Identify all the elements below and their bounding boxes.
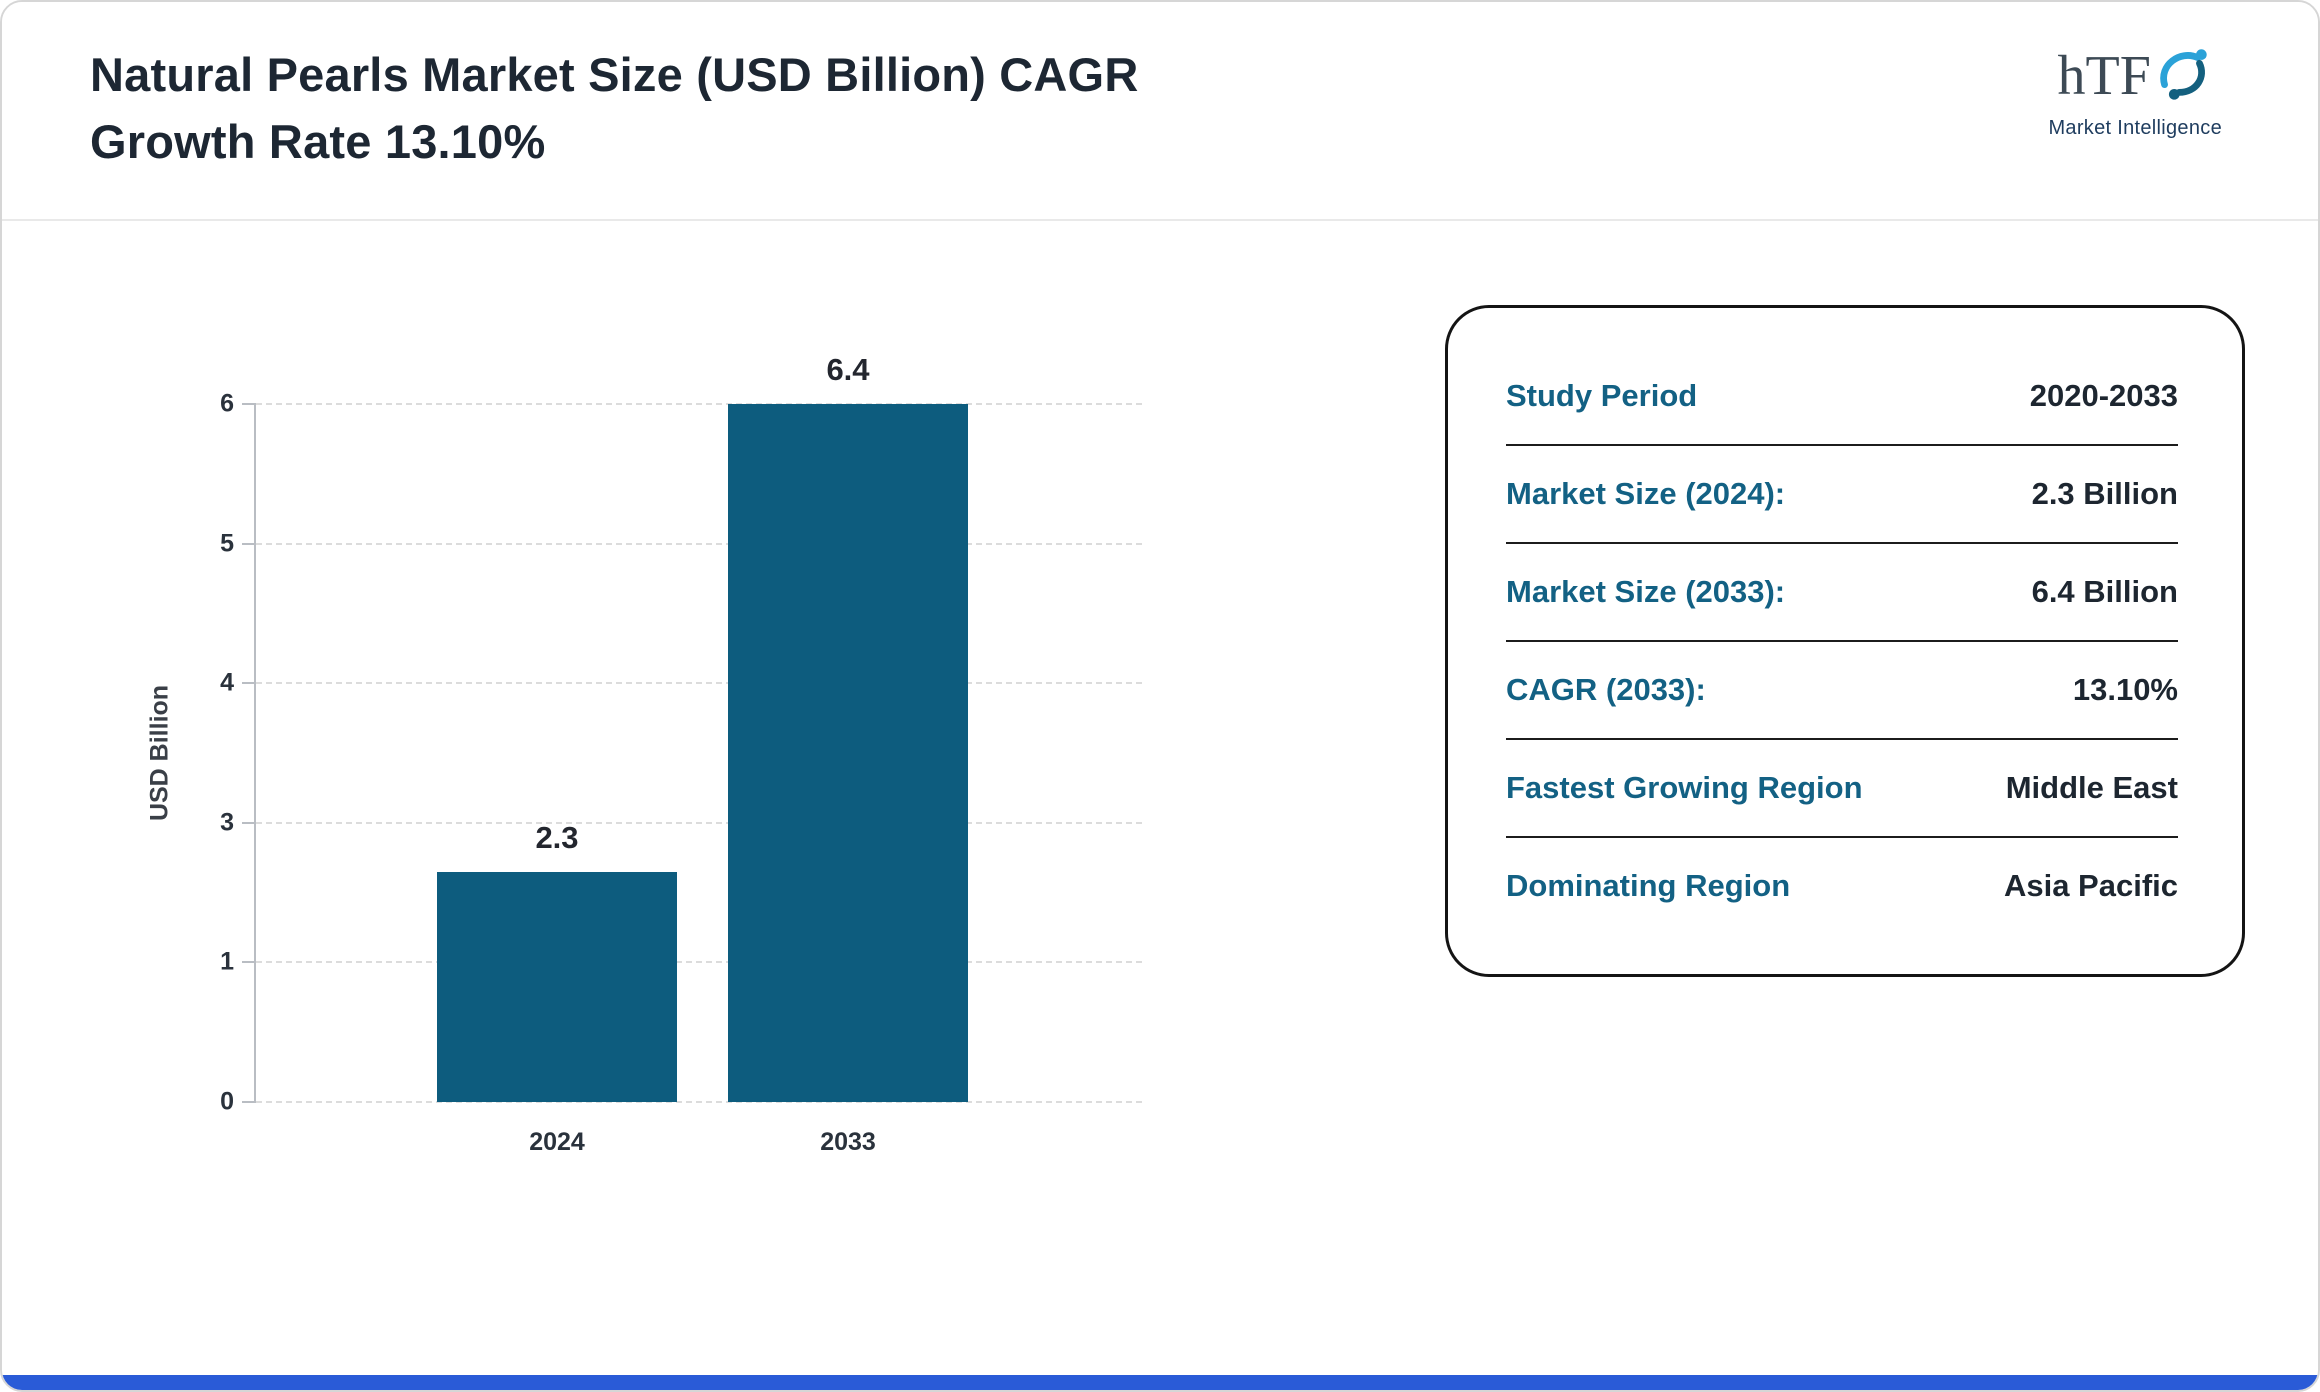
tick-mark [242, 682, 256, 685]
summary-row-label: CAGR (2033): [1506, 672, 1706, 707]
gridline [256, 403, 1142, 405]
summary-row-value: 2020-2033 [2029, 378, 2178, 413]
summary-row-value: Middle East [2005, 770, 2178, 805]
x-tick-label-2033: 2033 [820, 1128, 876, 1156]
gridline [256, 682, 1142, 685]
summary-row-market-size-2024: Market Size (2024): 2.3 Billion [1506, 446, 2178, 544]
summary-row-value: 6.4 Billion [2031, 574, 2178, 609]
y-axis-title: USD Billion [145, 684, 174, 822]
page-title-line1: Natural Pearls Market Size (USD Billion)… [90, 48, 1139, 101]
summary-row-study-period: Study Period 2020-2033 [1506, 348, 2178, 446]
y-tick-label: 4 [220, 668, 234, 697]
summary-row-value: 2.3 Billion [2031, 476, 2178, 511]
logo-row: hTF [2048, 42, 2222, 109]
bar-chart-plot-area: 0 1 3 4 5 6 2.3 6 [220, 352, 1142, 1156]
tick-mark [242, 1101, 256, 1103]
summary-row-label: Market Size (2033): [1506, 574, 1786, 609]
page-title-line2: Growth Rate 13.10% [90, 114, 546, 168]
bar-2033-value-label: 6.4 [826, 352, 870, 387]
header: Natural Pearls Market Size (USD Billion)… [2, 2, 2318, 221]
tick-mark [242, 821, 256, 824]
tick-mark [242, 403, 256, 405]
summary-row-market-size-2033: Market Size (2033): 6.4 Billion [1506, 544, 2178, 642]
summary-row-dominating-region: Dominating Region Asia Pacific [1506, 838, 2178, 934]
bar-2024: 2.3 [437, 820, 677, 1102]
htf-logo: hTF Market Intelligence [2048, 42, 2222, 140]
summary-row-fastest-growing-region: Fastest Growing Region Middle East [1506, 740, 2178, 838]
summary-row-label: Market Size (2024): [1506, 476, 1786, 511]
y-tick-label: 3 [220, 808, 234, 837]
summary-row-label: Study Period [1506, 378, 1698, 413]
logo-swoosh-icon [2151, 42, 2213, 109]
summary-row-cagr: CAGR (2033): 13.10% [1506, 642, 2178, 740]
gridline [256, 542, 1142, 545]
logo-text: hTF [2057, 44, 2151, 107]
tick-mark [242, 961, 256, 964]
summary-row-label: Dominating Region [1506, 868, 1791, 903]
x-tick-label-2024: 2024 [529, 1128, 585, 1156]
bar-2033: 6.4 [728, 352, 968, 1102]
summary-row-value: 13.10% [2072, 672, 2178, 707]
y-tick-label: 6 [220, 389, 234, 418]
bottom-accent-bar [2, 1375, 2318, 1390]
y-tick-label: 0 [220, 1087, 234, 1116]
summary-row-value: Asia Pacific [2003, 868, 2178, 903]
summary-row-label: Fastest Growing Region [1506, 770, 1863, 805]
bar-2024-value-label: 2.3 [535, 819, 579, 855]
y-tick-label: 1 [220, 947, 234, 976]
gridline [256, 1101, 1142, 1103]
y-tick-label: 5 [220, 529, 234, 558]
page-title: Natural Pearls Market Size (USD Billion)… [90, 42, 1138, 175]
tick-mark [242, 542, 256, 545]
logo-subtext: Market Intelligence [2048, 117, 2222, 139]
summary-card: Study Period 2020-2033 Market Size (2024… [1445, 305, 2245, 977]
gridline [256, 961, 1142, 964]
gridline [256, 821, 1142, 824]
